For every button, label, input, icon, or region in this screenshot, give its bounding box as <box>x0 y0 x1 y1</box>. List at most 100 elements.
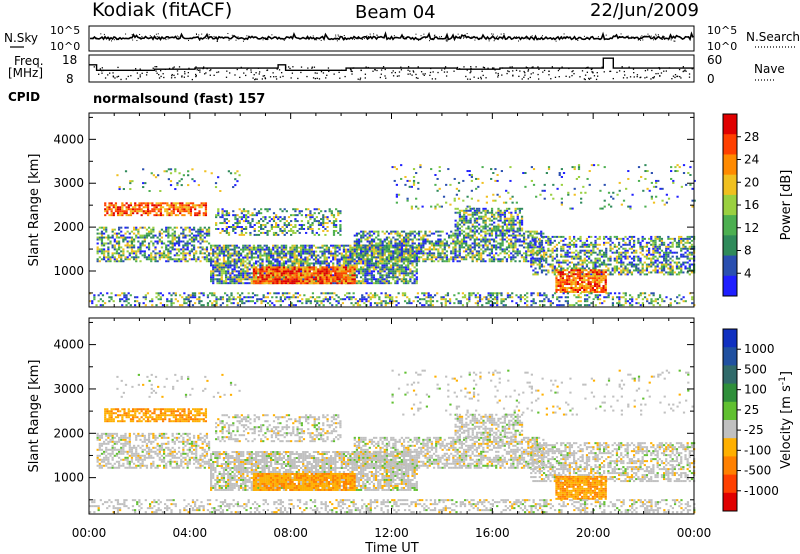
rti-cell <box>475 260 479 263</box>
rti-cell <box>210 260 213 263</box>
rti-cell <box>141 240 144 243</box>
rti-cell <box>512 246 515 249</box>
rti-cell <box>432 252 436 255</box>
rti-cell <box>540 265 544 268</box>
rti-cell <box>102 250 106 253</box>
rti-cell <box>590 251 593 254</box>
rti-cell <box>269 250 273 253</box>
rti-cell <box>530 265 533 268</box>
rti-cell <box>187 208 190 211</box>
rti-cell <box>284 276 288 279</box>
rti-cell <box>291 266 294 269</box>
rti-cell <box>368 248 371 251</box>
rti-cell <box>381 254 384 257</box>
rti-cell <box>549 239 552 242</box>
rti-cell <box>305 216 308 219</box>
rti-cell <box>353 252 356 255</box>
rti-cell <box>579 239 582 242</box>
rti-cell <box>447 260 451 263</box>
rti-cell <box>166 204 169 207</box>
rti-cell <box>507 256 511 259</box>
nave-dot <box>117 66 119 69</box>
rti-cell <box>276 248 279 251</box>
rti-cell <box>102 228 106 231</box>
rti-cell <box>312 266 316 269</box>
rti-cell <box>353 250 356 253</box>
rti-cell <box>205 254 209 257</box>
rti-cell <box>590 235 593 238</box>
rti-cell <box>181 204 184 207</box>
rti-cell <box>173 260 176 263</box>
rti-cell <box>327 274 331 277</box>
rti-cell <box>413 270 416 273</box>
rti-cell <box>254 256 258 259</box>
rti-cell <box>342 256 346 259</box>
rti-cell <box>482 230 485 233</box>
rti-cell <box>142 202 145 205</box>
rti-cell <box>439 258 442 261</box>
rti-cell <box>259 278 262 281</box>
rti-cell <box>379 258 382 261</box>
rti-cell <box>534 239 537 242</box>
rti-cell <box>592 245 595 248</box>
rti-cell <box>314 274 318 277</box>
nave-dot <box>411 74 413 76</box>
rti-cell <box>183 214 186 217</box>
rti-cell <box>424 258 427 261</box>
rti-cell <box>372 262 376 265</box>
rti-cell <box>220 278 223 281</box>
rti-cell <box>216 268 219 271</box>
rti-cell <box>174 206 178 209</box>
rti-cell <box>156 240 159 243</box>
nave-dot <box>258 73 260 75</box>
rti-cell <box>270 226 273 228</box>
rti-cell <box>575 267 578 270</box>
rti-cell <box>169 226 172 229</box>
rti-cell <box>454 232 457 235</box>
nave-dot <box>114 77 116 79</box>
rti-cell <box>190 248 194 251</box>
rti-cell <box>98 256 101 259</box>
rti-cell <box>488 211 492 214</box>
rti-cell <box>312 278 316 281</box>
noise-search-dot <box>92 37 94 39</box>
rti-cell <box>248 244 251 247</box>
rti-cell <box>123 210 126 213</box>
rti-cell <box>422 258 425 261</box>
rti-cell <box>490 209 494 212</box>
rti-cell <box>229 264 232 267</box>
rti-cell <box>108 214 111 217</box>
rti-cell <box>272 262 275 265</box>
rti-cell <box>362 244 365 247</box>
rti-cell <box>351 256 354 259</box>
rti-cell <box>144 212 148 215</box>
noise-search-dot <box>141 35 143 37</box>
rti-cell <box>344 254 348 257</box>
rti-cell <box>527 246 530 249</box>
rti-cell <box>201 256 204 259</box>
rti-cell <box>274 264 277 267</box>
rti-cell <box>143 254 146 257</box>
nave-dot <box>469 72 471 74</box>
rti-cell <box>538 261 541 264</box>
rti-cell <box>370 254 374 257</box>
rti-cell <box>171 234 174 237</box>
nave-dot <box>372 70 374 72</box>
rti-cell <box>450 230 453 233</box>
rti-cell <box>404 274 408 277</box>
nave-dot <box>195 73 197 76</box>
rti-cell <box>327 266 331 269</box>
rti-cell <box>467 234 470 237</box>
rti-cell <box>353 266 356 269</box>
rti-cell <box>581 245 584 248</box>
rti-cell <box>190 228 194 231</box>
rti-cell <box>307 208 310 211</box>
nave-dot <box>424 73 426 75</box>
rti-cell <box>235 258 238 261</box>
rti-cell <box>400 252 404 255</box>
rti-cell <box>188 226 191 229</box>
rti-cell <box>477 232 481 235</box>
rti-cell <box>372 250 376 253</box>
rti-cell <box>450 234 453 237</box>
rti-cell <box>326 216 329 219</box>
